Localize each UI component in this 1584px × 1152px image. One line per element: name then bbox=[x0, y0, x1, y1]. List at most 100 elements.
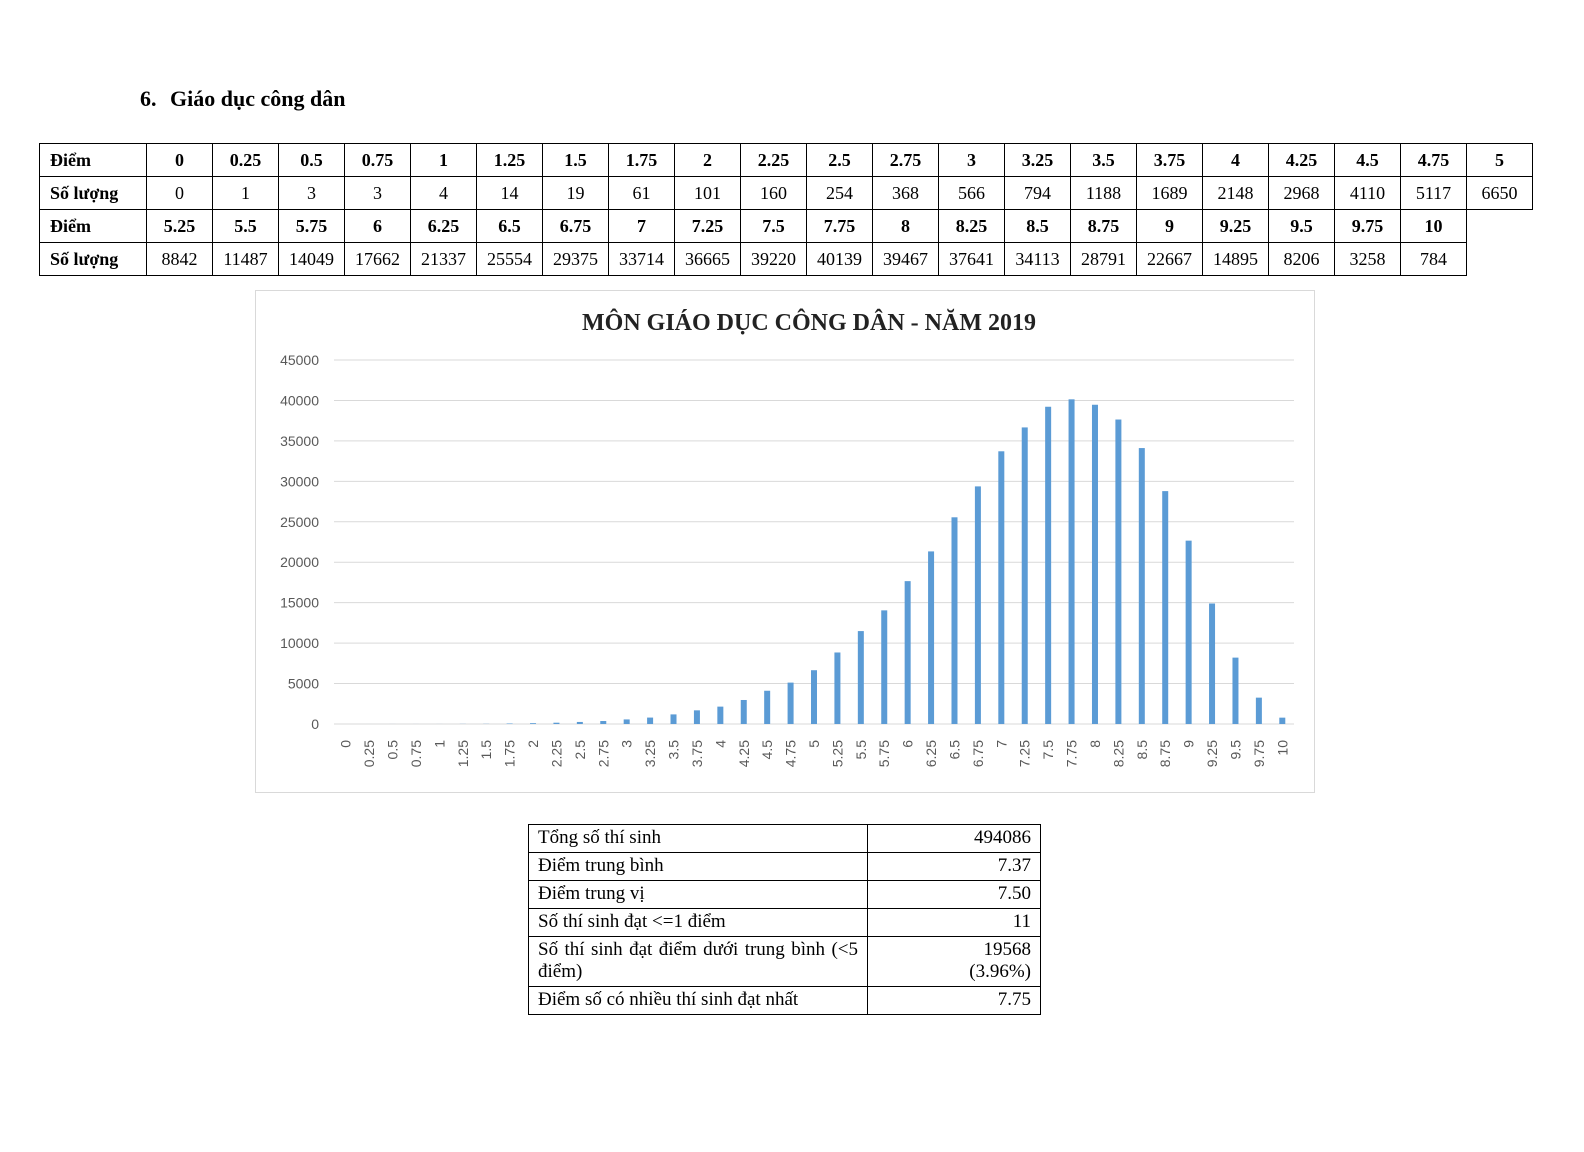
x-tick-label: 9 bbox=[1181, 740, 1197, 748]
count-cell: 39467 bbox=[872, 242, 939, 276]
summary-row: Điểm trung bình 7.37 bbox=[528, 852, 1041, 881]
count-cell: 794 bbox=[1004, 176, 1071, 210]
summary-value: 19568 (3.96%) bbox=[867, 936, 1041, 987]
x-tick-label: 7.5 bbox=[1040, 740, 1056, 760]
count-cell: 28791 bbox=[1070, 242, 1137, 276]
bar bbox=[974, 486, 981, 724]
score-cell: 9.25 bbox=[1202, 209, 1269, 243]
x-tick-label: 6.5 bbox=[946, 740, 962, 760]
count-row: Số lượng 8842 11487 14049 17662 21337 25554 293… bbox=[39, 242, 1533, 276]
score-cell: 9.5 bbox=[1268, 209, 1335, 243]
count-cell: 2968 bbox=[1268, 176, 1335, 210]
count-cell: 14049 bbox=[278, 242, 345, 276]
score-cell: 2.75 bbox=[872, 143, 939, 177]
count-cell: 3 bbox=[278, 176, 345, 210]
summary-value: 494086 bbox=[867, 824, 1041, 853]
score-cell: 5.5 bbox=[212, 209, 279, 243]
x-tick-label: 0 bbox=[338, 740, 354, 748]
section-heading: 6. Giáo dục công dân bbox=[140, 86, 345, 112]
y-tick-label: 15000 bbox=[280, 595, 319, 611]
x-tick-label: 8 bbox=[1087, 740, 1103, 748]
score-cell: 6.5 bbox=[476, 209, 543, 243]
x-tick-label: 8.25 bbox=[1110, 740, 1126, 767]
bar bbox=[1255, 697, 1262, 724]
chart-title: MÔN GIÁO DỤC CÔNG DÂN - NĂM 2019 bbox=[582, 309, 1036, 336]
score-cell: 6 bbox=[344, 209, 411, 243]
bar bbox=[857, 631, 864, 724]
score-cell: 8.75 bbox=[1070, 209, 1137, 243]
bar bbox=[576, 721, 583, 724]
summary-value-count: 19568 bbox=[983, 939, 1032, 960]
x-tick-label: 6 bbox=[900, 740, 916, 748]
count-cell: 36665 bbox=[674, 242, 741, 276]
bar bbox=[553, 722, 560, 724]
score-cell: 8 bbox=[872, 209, 939, 243]
x-tick-label: 3.5 bbox=[666, 740, 682, 760]
y-tick-label: 20000 bbox=[280, 554, 319, 570]
score-cell: 7.75 bbox=[806, 209, 873, 243]
score-cell: 1.75 bbox=[608, 143, 675, 177]
x-tick-label: 1.25 bbox=[455, 740, 471, 767]
bar bbox=[670, 714, 677, 724]
score-cell: 9.75 bbox=[1334, 209, 1401, 243]
count-cell: 254 bbox=[806, 176, 873, 210]
x-tick-label: 4 bbox=[712, 740, 728, 748]
count-cell: 61 bbox=[608, 176, 675, 210]
y-tick-label: 5000 bbox=[288, 676, 319, 692]
row-header: Số lượng bbox=[39, 242, 147, 276]
y-tick-label: 35000 bbox=[280, 433, 319, 449]
count-cell: 39220 bbox=[740, 242, 807, 276]
x-tick-label: 1 bbox=[431, 740, 447, 748]
summary-label: Số thí sinh đạt điểm dưới trung bình (<5… bbox=[528, 936, 868, 987]
bar bbox=[928, 551, 935, 724]
chart-frame: MÔN GIÁO DỤC CÔNG DÂN - NĂM 2019 0 5000 100… bbox=[255, 290, 1315, 793]
bar bbox=[530, 723, 537, 724]
bar bbox=[1209, 603, 1216, 724]
score-cell: 4 bbox=[1202, 143, 1269, 177]
score-cell: 0.75 bbox=[344, 143, 411, 177]
score-cell: 1 bbox=[410, 143, 477, 177]
summary-value: 7.75 bbox=[867, 986, 1041, 1015]
count-cell: 29375 bbox=[542, 242, 609, 276]
bar bbox=[717, 706, 724, 724]
count-cell: 2148 bbox=[1202, 176, 1269, 210]
score-cell: 8.5 bbox=[1004, 209, 1071, 243]
count-cell: 1 bbox=[212, 176, 279, 210]
score-cell: 3.75 bbox=[1136, 143, 1203, 177]
count-cell: 37641 bbox=[938, 242, 1005, 276]
x-tick-label: 0.25 bbox=[361, 740, 377, 767]
summary-row: Số thí sinh đạt điểm dưới trung bình (<5… bbox=[528, 936, 1041, 987]
bar bbox=[1185, 540, 1192, 724]
count-cell: 33714 bbox=[608, 242, 675, 276]
bar bbox=[623, 719, 630, 724]
score-cell: 5 bbox=[1466, 143, 1533, 177]
y-tick-label: 45000 bbox=[280, 352, 319, 368]
count-cell: 3 bbox=[344, 176, 411, 210]
summary-row: Số thí sinh đạt <=1 điểm 11 bbox=[528, 908, 1041, 937]
count-cell: 368 bbox=[872, 176, 939, 210]
row-header: Số lượng bbox=[39, 176, 147, 210]
summary-label: Điểm trung bình bbox=[528, 852, 868, 881]
score-cell: 6.25 bbox=[410, 209, 477, 243]
score-cell: 6.75 bbox=[542, 209, 609, 243]
score-cell: 4.75 bbox=[1400, 143, 1467, 177]
score-cell: 8.25 bbox=[938, 209, 1005, 243]
empty-cell bbox=[1467, 210, 1533, 243]
count-cell: 25554 bbox=[476, 242, 543, 276]
bar bbox=[600, 721, 607, 724]
count-cell: 5117 bbox=[1400, 176, 1467, 210]
count-cell: 22667 bbox=[1136, 242, 1203, 276]
row-header: Điểm bbox=[39, 209, 147, 243]
x-tick-label: 6.75 bbox=[970, 740, 986, 767]
x-tick-label: 9.5 bbox=[1227, 740, 1243, 760]
bar bbox=[1091, 404, 1098, 724]
count-cell: 17662 bbox=[344, 242, 411, 276]
x-tick-label: 9.25 bbox=[1204, 740, 1220, 767]
score-cell: 4.5 bbox=[1334, 143, 1401, 177]
count-cell: 101 bbox=[674, 176, 741, 210]
summary-value: 7.37 bbox=[867, 852, 1041, 881]
score-cell: 0 bbox=[146, 143, 213, 177]
count-cell: 1188 bbox=[1070, 176, 1137, 210]
count-cell: 0 bbox=[146, 176, 213, 210]
score-cell: 3.5 bbox=[1070, 143, 1137, 177]
